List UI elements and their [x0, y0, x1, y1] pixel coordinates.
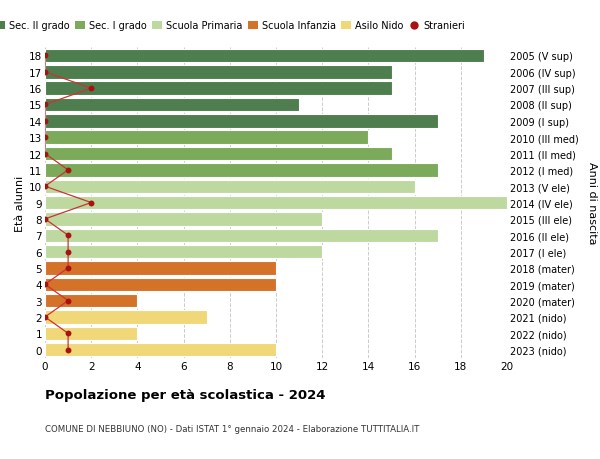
Bar [45, 327, 137, 340]
Point [40, 183, 50, 190]
Point [40, 313, 50, 321]
Point [64, 346, 73, 353]
Point [40, 101, 50, 109]
Bar [45, 82, 392, 95]
Bar [45, 147, 392, 161]
Bar [45, 196, 507, 210]
Bar [45, 213, 322, 226]
Point [40, 118, 50, 125]
Bar [45, 180, 415, 194]
Point [40, 53, 50, 60]
Bar [45, 131, 368, 145]
Point [64, 248, 73, 256]
Bar [45, 99, 299, 112]
Point [40, 216, 50, 223]
Point [64, 297, 73, 305]
Point [40, 151, 50, 158]
Bar [45, 50, 484, 63]
Point [64, 265, 73, 272]
Point [86, 199, 96, 207]
Bar [45, 278, 276, 291]
Bar [45, 343, 276, 357]
Point [40, 134, 50, 141]
Point [40, 281, 50, 288]
Point [64, 330, 73, 337]
Bar [45, 262, 276, 275]
Bar [45, 115, 438, 128]
Point [86, 85, 96, 93]
Point [64, 167, 73, 174]
Text: COMUNE DI NEBBIUNO (NO) - Dati ISTAT 1° gennaio 2024 - Elaborazione TUTTITALIA.I: COMUNE DI NEBBIUNO (NO) - Dati ISTAT 1° … [45, 425, 419, 434]
Legend: Sec. II grado, Sec. I grado, Scuola Primaria, Scuola Infanzia, Asilo Nido, Stran: Sec. II grado, Sec. I grado, Scuola Prim… [0, 17, 469, 35]
Bar [45, 311, 206, 324]
Bar [45, 294, 137, 308]
Point [64, 232, 73, 240]
Bar [45, 164, 438, 177]
Y-axis label: Anni di nascita: Anni di nascita [587, 162, 597, 244]
Bar [45, 246, 322, 259]
Text: Popolazione per età scolastica - 2024: Popolazione per età scolastica - 2024 [45, 388, 325, 401]
Point [40, 69, 50, 76]
Bar [45, 66, 392, 79]
Bar [45, 229, 438, 242]
Y-axis label: Età alunni: Età alunni [15, 175, 25, 231]
